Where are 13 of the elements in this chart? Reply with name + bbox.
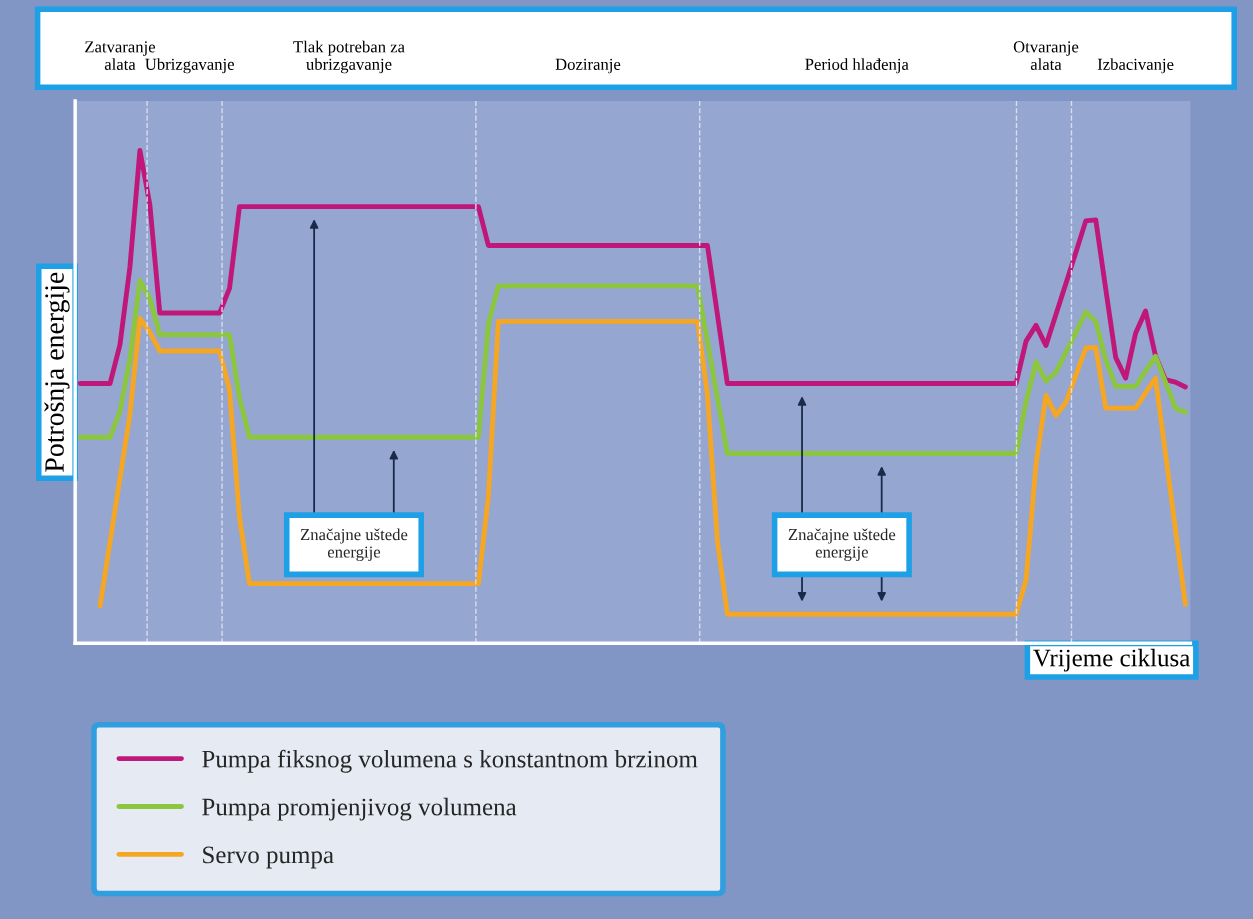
x-axis-title: Vrijeme ciklusa xyxy=(1033,648,1190,672)
x-tick-label: Otvaranje alata xyxy=(1013,41,1079,70)
x-tick-label: Period hlađenja xyxy=(805,58,909,74)
x-tick-label: Doziranje xyxy=(555,58,621,74)
legend-label: Servo pumpa xyxy=(203,846,334,869)
annotation: Značajne uštede energije xyxy=(788,528,896,562)
annotation: Značajne uštede energije xyxy=(300,528,408,562)
x-tick-label: Izbacivanje xyxy=(1097,58,1174,74)
x-tick-label: Ubrizgavanje xyxy=(145,58,234,74)
y-axis-title: Potrošnja energije xyxy=(44,272,70,472)
x-tick-label: Tlak potreban za ubrizgavanje xyxy=(293,40,405,74)
legend-label: Pumpa fiksnog volumena s konstantnom brzinom xyxy=(202,749,698,773)
legend-label: Pumpa promjenjivog volumena xyxy=(202,797,517,821)
